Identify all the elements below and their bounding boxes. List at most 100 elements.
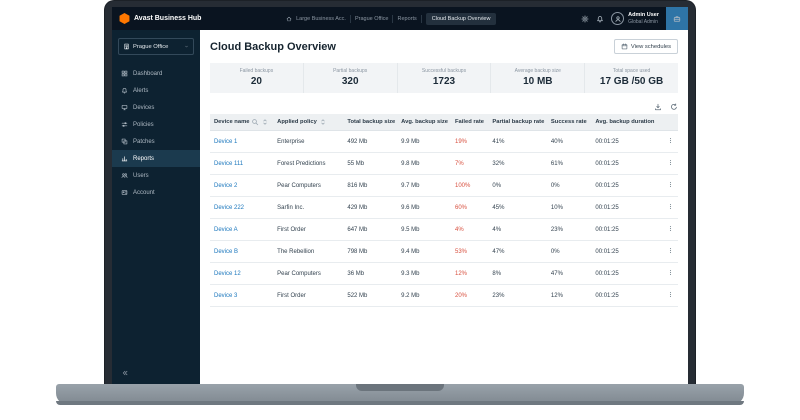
dashboard-icon — [121, 70, 128, 77]
failed-rate-cell: 4% — [450, 218, 489, 241]
topbar-right: Admin User Global Admin — [581, 7, 688, 30]
column-header-success-rate[interactable]: Success rate — [546, 114, 592, 131]
sidebar-item-label: Policies — [133, 121, 154, 128]
breadcrumb-item[interactable]: Reports — [397, 15, 417, 22]
device-link[interactable]: Device 1 — [214, 138, 238, 145]
row-actions-cell — [654, 152, 678, 175]
stat-partial-backups: Partial backups 320 — [302, 63, 397, 93]
failed-rate-cell: 7% — [450, 152, 489, 175]
table-row: Device 222 Sarfin Inc. 429 Mb 9.6 Mb 60% 45% 1… — [210, 196, 678, 219]
table-row: Device 111 Forest Predictions 55 Mb 9.8 Mb 7… — [210, 152, 678, 175]
brand[interactable]: Avast Business Hub — [119, 13, 201, 24]
total-size-cell: 522 Mb — [343, 284, 398, 307]
column-header-avg-backup-size[interactable]: Avg. backup size — [397, 114, 451, 131]
success-rate-cell: 0% — [546, 174, 592, 197]
avg-size-cell: 9.6 Mb — [397, 196, 451, 219]
sidebar-item-dashboard[interactable]: Dashboard — [112, 65, 200, 82]
sort-icon[interactable] — [261, 118, 269, 126]
brand-text: Avast Business Hub — [134, 15, 202, 22]
sidebar-item-label: Devices — [133, 104, 155, 111]
column-header-applied-policy[interactable]: Applied policy — [273, 114, 344, 131]
refresh-icon[interactable] — [670, 103, 678, 111]
kebab-menu-icon[interactable] — [667, 203, 674, 210]
total-size-cell: 36 Mb — [343, 262, 398, 285]
sidebar-item-users[interactable]: Users — [112, 167, 200, 184]
kebab-menu-icon[interactable] — [667, 181, 674, 188]
kebab-menu-icon[interactable] — [667, 247, 674, 254]
failed-rate-cell: 60% — [450, 196, 489, 219]
sidebar-item-policies[interactable]: Policies — [112, 116, 200, 133]
site-selector[interactable]: Prague Office — [118, 38, 194, 55]
device-link[interactable]: Device 12 — [214, 270, 241, 277]
page-title: Cloud Backup Overview — [210, 40, 336, 53]
column-header-actions — [654, 114, 678, 131]
sidebar-item-label: Dashboard — [133, 70, 163, 77]
monitor-icon — [121, 104, 128, 111]
sort-icon[interactable] — [589, 118, 592, 126]
column-header-total-backup-size[interactable]: Total backup size — [343, 114, 398, 131]
view-schedules-button[interactable]: View schedules — [613, 39, 678, 54]
policy-cell: Forest Predictions — [273, 152, 344, 175]
policy-cell: First Order — [273, 284, 344, 307]
gear-icon[interactable] — [581, 15, 589, 23]
stat-label: Total space used — [612, 68, 651, 74]
device-link[interactable]: Device A — [214, 226, 238, 233]
stat-successful-backups: Successful backups 1723 — [396, 63, 491, 93]
collapse-sidebar-icon[interactable] — [121, 369, 129, 377]
row-actions-cell — [654, 262, 678, 285]
app-switcher-button[interactable] — [666, 7, 688, 30]
policy-cell: The Rebellion — [273, 240, 344, 263]
body-row: Prague Office Dashboard Alerts Devices Poli… — [112, 30, 688, 384]
column-header-device-name[interactable]: Device name — [210, 114, 274, 131]
bell-icon[interactable] — [596, 15, 604, 23]
sort-icon[interactable] — [486, 118, 489, 126]
kebab-menu-icon[interactable] — [667, 291, 674, 298]
row-actions-cell — [654, 218, 678, 241]
partial-rate-cell: 4% — [488, 218, 547, 241]
sidebar-item-account[interactable]: Account — [112, 184, 200, 201]
search-icon[interactable] — [251, 118, 259, 126]
export-icon[interactable] — [654, 103, 662, 111]
sort-icon[interactable] — [450, 118, 451, 126]
sort-icon[interactable] — [546, 118, 547, 126]
device-link[interactable]: Device B — [214, 248, 239, 255]
sidebar-item-patches[interactable]: Patches — [112, 133, 200, 150]
failed-rate-cell: 20% — [450, 284, 489, 307]
sidebar-item-label: Alerts — [133, 87, 149, 94]
stat-label: Successful backups — [421, 68, 467, 74]
breadcrumb-divider — [349, 14, 351, 23]
user-menu[interactable]: Admin User Global Admin — [611, 12, 659, 25]
device-link[interactable]: Device 222 — [214, 204, 245, 211]
column-header-failed-rate[interactable]: Failed rate — [450, 114, 489, 131]
sliders-icon — [121, 121, 128, 128]
sidebar-item-devices[interactable]: Devices — [112, 99, 200, 116]
row-actions-cell — [654, 240, 678, 263]
device-link[interactable]: Device 111 — [214, 160, 244, 167]
avg-size-cell: 9.4 Mb — [397, 240, 451, 263]
avg-size-cell: 9.3 Mb — [397, 262, 451, 285]
partial-rate-cell: 47% — [488, 240, 547, 263]
device-link[interactable]: Device 3 — [214, 292, 238, 299]
kebab-menu-icon[interactable] — [667, 225, 674, 232]
device-link[interactable]: Device 2 — [214, 182, 238, 189]
column-label: Applied policy — [277, 119, 317, 125]
row-actions-cell — [654, 284, 678, 307]
sort-icon[interactable] — [319, 118, 327, 126]
kebab-menu-icon[interactable] — [667, 269, 674, 276]
column-header-partial-backup-rate[interactable]: Partial backup rate — [488, 114, 547, 131]
kebab-menu-icon[interactable] — [667, 137, 674, 144]
breadcrumb-divider — [392, 14, 394, 23]
breadcrumb: Large Business Acc. Prague Office Reports C… — [286, 12, 497, 25]
user-name: Admin User — [628, 12, 659, 19]
sidebar-item-alerts[interactable]: Alerts — [112, 82, 200, 99]
sidebar-item-label: Reports — [133, 155, 155, 162]
sidebar-item-reports[interactable]: Reports — [112, 150, 200, 167]
breadcrumb-item[interactable]: Prague Office — [354, 15, 389, 22]
main-content: Cloud Backup Overview View schedules Fai… — [200, 30, 688, 384]
kebab-menu-icon[interactable] — [667, 159, 674, 166]
column-header-avg-backup-duration[interactable]: Avg. backup duration — [591, 114, 655, 131]
stat-failed-backups: Failed backups 20 — [210, 63, 303, 93]
breadcrumb-item[interactable]: Cloud Backup Overview — [425, 12, 497, 25]
breadcrumb-item[interactable]: Large Business Acc. — [296, 15, 346, 22]
table-row: Device 2 Pear Computers 816 Mb 9.7 Mb 100% 0%… — [210, 174, 678, 197]
